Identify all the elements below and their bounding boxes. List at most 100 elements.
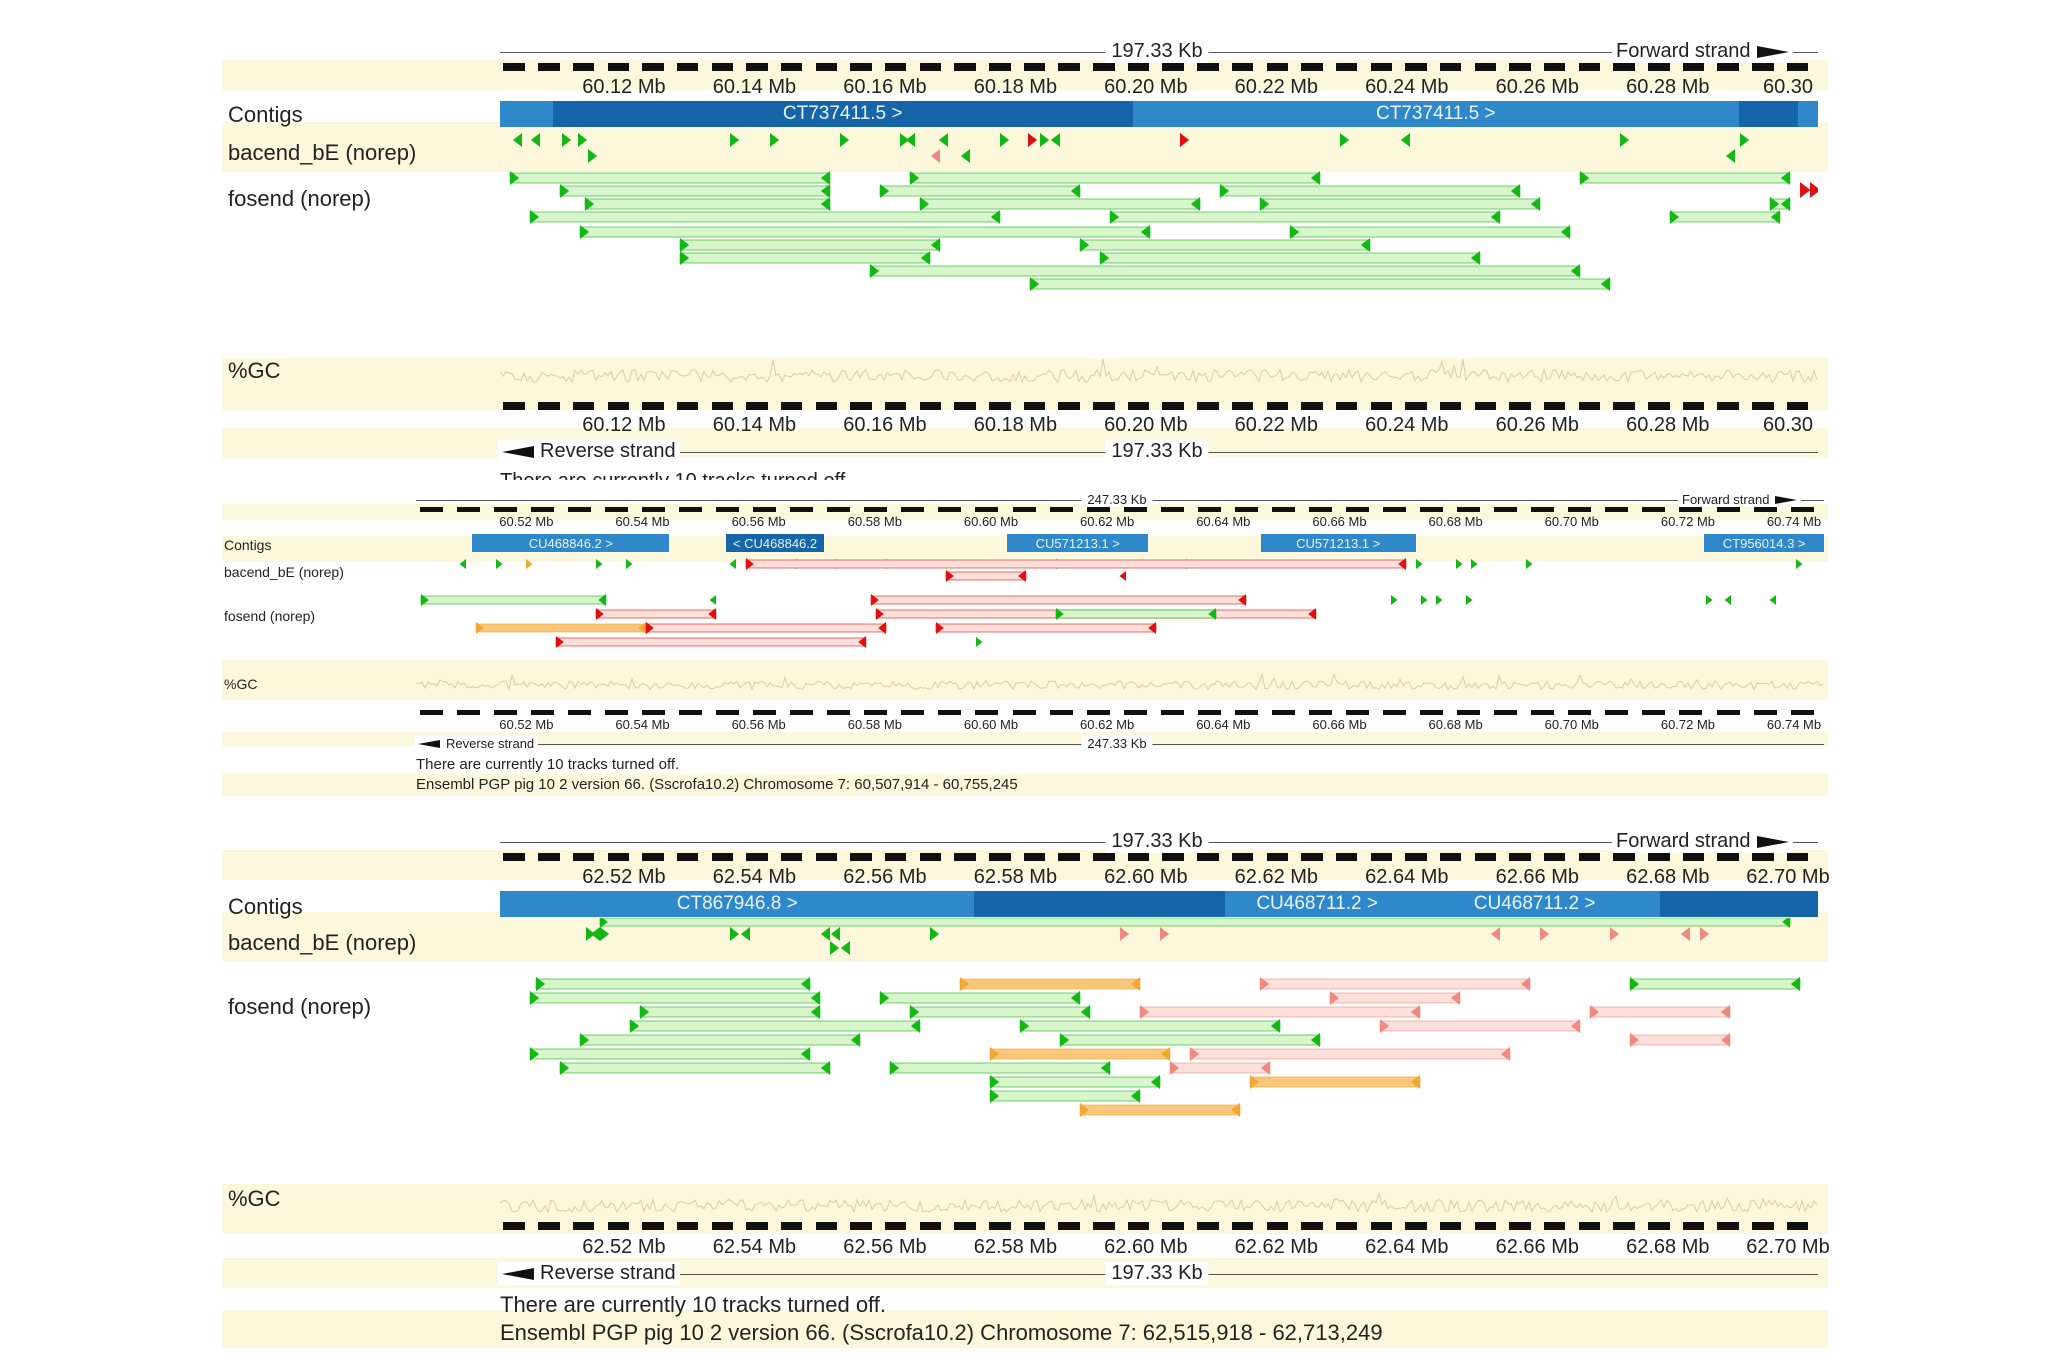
feature-end-marker[interactable] (1140, 225, 1150, 239)
feature-end-marker[interactable] (530, 133, 540, 147)
feature-end-marker[interactable] (729, 559, 737, 569)
feature-end-marker[interactable] (1720, 1005, 1730, 1019)
feature-end-marker[interactable] (1680, 927, 1690, 941)
feature-end-marker[interactable] (530, 210, 540, 224)
feature-end-marker[interactable] (1070, 184, 1080, 198)
feature-end-marker[interactable] (960, 149, 970, 163)
feature-end-marker[interactable] (1580, 171, 1590, 185)
clone-pair-link[interactable] (1629, 1034, 1731, 1046)
feature-end-marker[interactable] (1570, 1019, 1580, 1033)
feature-tracks[interactable] (500, 918, 1818, 1190)
contig-segment[interactable]: CT956014.3 > (1704, 534, 1824, 552)
feature-end-marker[interactable] (930, 238, 940, 252)
contig-segment[interactable] (974, 891, 1225, 917)
feature-end-marker[interactable] (1810, 182, 1818, 198)
feature-end-marker[interactable] (560, 1061, 570, 1075)
feature-end-marker[interactable] (1610, 927, 1620, 941)
feature-end-marker[interactable] (640, 1005, 650, 1019)
feature-end-marker[interactable] (680, 251, 690, 265)
feature-end-marker[interactable] (476, 622, 484, 634)
clone-pair-link[interactable] (1109, 211, 1501, 223)
feature-end-marker[interactable] (1130, 977, 1140, 991)
feature-end-marker[interactable] (1119, 571, 1127, 581)
feature-end-marker[interactable] (585, 197, 595, 211)
feature-end-marker[interactable] (1310, 171, 1320, 185)
feature-end-marker[interactable] (596, 608, 604, 620)
feature-end-marker[interactable] (840, 133, 850, 147)
feature-end-marker[interactable] (830, 927, 840, 941)
feature-end-marker[interactable] (1018, 570, 1026, 582)
feature-end-marker[interactable] (600, 927, 610, 941)
feature-end-marker[interactable] (1170, 1061, 1180, 1075)
feature-end-marker[interactable] (588, 149, 598, 163)
clone-pair-link[interactable] (909, 172, 1321, 184)
feature-end-marker[interactable] (1796, 559, 1803, 569)
feature-end-marker[interactable] (1769, 595, 1777, 605)
feature-end-marker[interactable] (1040, 133, 1050, 147)
feature-end-marker[interactable] (530, 991, 540, 1005)
feature-end-marker[interactable] (1700, 927, 1710, 941)
feature-end-marker[interactable] (1630, 1033, 1640, 1047)
feature-end-marker[interactable] (880, 991, 890, 1005)
feature-end-marker[interactable] (1360, 238, 1370, 252)
feature-end-marker[interactable] (1466, 595, 1473, 605)
contig-segment[interactable]: CU468846.2 > (472, 534, 670, 552)
feature-end-marker[interactable] (1028, 133, 1038, 147)
contig-segment[interactable]: CT737411.5 > (1132, 101, 1739, 127)
clone-pair-link[interactable] (1019, 1020, 1281, 1032)
feature-end-marker[interactable] (1130, 1089, 1140, 1103)
clone-pair-link[interactable] (1139, 1006, 1421, 1018)
feature-end-marker[interactable] (1270, 1019, 1280, 1033)
clone-pair-link[interactable] (945, 571, 1027, 581)
contig-segment[interactable] (1738, 101, 1799, 127)
feature-end-marker[interactable] (990, 1089, 1000, 1103)
clone-pair-link[interactable] (529, 211, 1001, 223)
clone-pair-link[interactable] (989, 1076, 1161, 1088)
feature-end-marker[interactable] (638, 622, 646, 634)
feature-end-marker[interactable] (560, 184, 570, 198)
feature-end-marker[interactable] (820, 927, 830, 941)
feature-end-marker[interactable] (1410, 1005, 1420, 1019)
clone-pair-link[interactable] (579, 1034, 861, 1046)
feature-end-marker[interactable] (709, 595, 717, 605)
feature-end-marker[interactable] (1380, 1019, 1390, 1033)
feature-end-marker[interactable] (946, 570, 954, 582)
feature-tracks[interactable] (416, 554, 1824, 714)
feature-end-marker[interactable] (871, 594, 879, 606)
feature-end-marker[interactable] (810, 1005, 820, 1019)
clone-pair-link[interactable] (629, 1020, 921, 1032)
feature-end-marker[interactable] (1120, 927, 1130, 941)
clone-pair-link[interactable] (869, 265, 1581, 277)
feature-end-marker[interactable] (1180, 133, 1190, 147)
feature-end-marker[interactable] (930, 149, 940, 163)
feature-end-marker[interactable] (1220, 184, 1230, 198)
contig-segment[interactable]: CT867946.8 > (500, 891, 975, 917)
contig-segment[interactable]: CU468711.2 > (1224, 891, 1410, 917)
feature-end-marker[interactable] (876, 608, 884, 620)
feature-end-marker[interactable] (1050, 133, 1060, 147)
feature-end-marker[interactable] (1140, 1005, 1150, 1019)
clone-pair-link[interactable] (599, 918, 1791, 927)
clone-pair-link[interactable] (1189, 1048, 1511, 1060)
contig-segment[interactable] (1659, 891, 1818, 917)
feature-end-marker[interactable] (496, 559, 503, 569)
clone-pair-link[interactable] (1329, 992, 1461, 1004)
feature-end-marker[interactable] (536, 977, 546, 991)
feature-end-marker[interactable] (920, 251, 930, 265)
feature-end-marker[interactable] (910, 1019, 920, 1033)
feature-end-marker[interactable] (1238, 594, 1246, 606)
clone-pair-link[interactable] (529, 992, 821, 1004)
clone-pair-link[interactable] (509, 172, 831, 184)
feature-end-marker[interactable] (1540, 927, 1550, 941)
feature-end-marker[interactable] (1436, 595, 1443, 605)
clone-pair-link[interactable] (889, 1062, 1111, 1074)
clone-pair-link[interactable] (1589, 1006, 1731, 1018)
clone-pair-link[interactable] (1029, 278, 1611, 290)
clone-pair-link[interactable] (745, 559, 1407, 569)
feature-end-marker[interactable] (1706, 595, 1713, 605)
feature-end-marker[interactable] (1290, 225, 1300, 239)
clone-pair-link[interactable] (879, 185, 1081, 197)
clone-pair-link[interactable] (989, 1048, 1171, 1060)
feature-end-marker[interactable] (1400, 133, 1410, 147)
feature-end-marker[interactable] (421, 594, 429, 606)
